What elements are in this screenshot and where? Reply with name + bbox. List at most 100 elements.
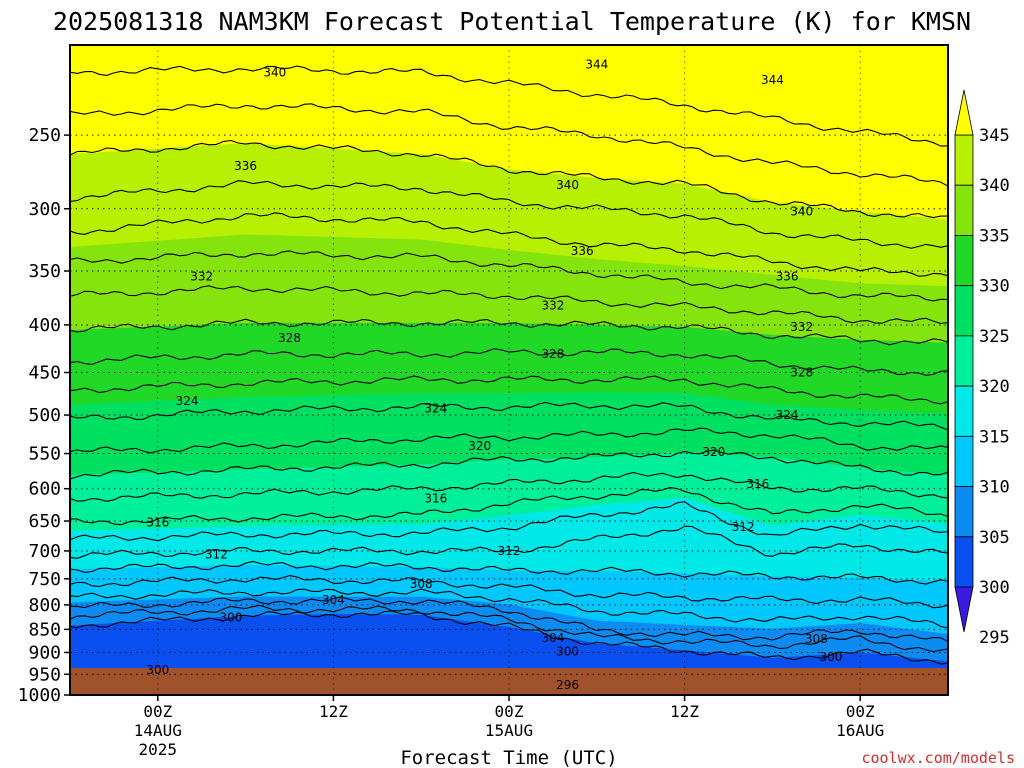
contour-label: 344 — [585, 58, 608, 72]
contour-label: 340 — [263, 65, 286, 79]
contour-label: 316 — [746, 477, 769, 491]
y-tick-label: 450 — [28, 363, 61, 384]
colorbar-bin — [954, 235, 974, 287]
y-tick-label: 750 — [28, 569, 61, 590]
contour-label: 328 — [278, 331, 301, 345]
x-axis-label: Forecast Time (UTC) — [400, 747, 617, 768]
contour-label: 312 — [498, 544, 521, 558]
contour-label: 316 — [146, 515, 169, 529]
y-tick-label: 250 — [28, 125, 61, 146]
colorbar-label: 295 — [979, 628, 1010, 648]
y-tick-label: 550 — [28, 444, 61, 465]
x-tick-sublabel: 16AUG — [836, 721, 884, 740]
y-tick-label: 900 — [28, 642, 61, 663]
x-tick-label: 12Z — [670, 702, 699, 721]
contour-label: 308 — [805, 632, 828, 646]
isentrope-332 — [70, 285, 948, 324]
colorbar-label: 345 — [979, 126, 1010, 146]
contour-label: 304 — [541, 631, 564, 645]
isentrope-334 — [70, 250, 948, 302]
y-tick-label: 950 — [28, 664, 61, 685]
y-tick-label: 1000 — [18, 685, 61, 706]
y-tick-label: 350 — [28, 261, 61, 282]
chart-title: 2025081318 NAM3KM Forecast Potential Tem… — [53, 7, 971, 36]
colorbar-bin — [954, 385, 974, 437]
isentrope-316 — [70, 487, 948, 526]
isentrope-308 — [70, 575, 948, 609]
contour-label: 308 — [410, 577, 433, 591]
colorbar-bin — [954, 184, 974, 236]
contour-label: 324 — [176, 394, 199, 408]
isentrope-330 — [70, 318, 948, 346]
colorbar-label: 325 — [979, 327, 1010, 347]
contour-label: 320 — [468, 439, 491, 453]
isentrope-344 — [70, 65, 948, 147]
contour-label: 336 — [776, 270, 799, 284]
contour-label: 300 — [819, 650, 842, 664]
contour-label: 312 — [205, 547, 228, 561]
isentrope-324 — [70, 401, 948, 431]
isentrope-322 — [70, 427, 948, 454]
colorbar-bin — [954, 335, 974, 387]
x-tick-label: 00Z — [846, 702, 875, 721]
x-tick-label: 12Z — [319, 702, 348, 721]
x-tick-sublabel: 14AUG — [134, 721, 182, 740]
y-tick-label: 650 — [28, 511, 61, 532]
isentrope-326 — [70, 375, 948, 405]
x-tick-sublabel: 2025 — [139, 740, 178, 759]
y-tick-label: 300 — [28, 199, 61, 220]
colorbar-label: 310 — [979, 478, 1010, 498]
contour-label: 324 — [776, 408, 799, 422]
contour-label: 332 — [790, 320, 813, 334]
colorbar-bottom-arrow — [954, 586, 974, 633]
isentrope-302 — [70, 604, 948, 653]
contour-labels: 340 344 344 336 340 340 336 336 332 332 332 328 328 3… — [146, 58, 842, 692]
pressure-axis: 2503003504004505005506006507007508008509… — [18, 125, 70, 706]
y-tick-label: 400 — [28, 315, 61, 336]
colorbar-label: 335 — [979, 226, 1010, 246]
contour-label: 324 — [424, 402, 447, 416]
contour-label: 320 — [702, 445, 725, 459]
isentrope-306 — [70, 588, 948, 629]
contour-label: 300 — [556, 645, 579, 659]
contour-label: 296 — [556, 678, 579, 692]
x-tick-label: 00Z — [495, 702, 524, 721]
colorbar-bin — [954, 435, 974, 487]
contour-label: 332 — [541, 298, 564, 312]
contour-label: 332 — [190, 270, 213, 284]
colorbar-bin — [954, 486, 974, 538]
credit-text: coolwx.com/models — [861, 749, 1015, 767]
x-tick-label: 00Z — [143, 702, 172, 721]
colorbar-label: 340 — [979, 176, 1010, 196]
contour-label: 336 — [234, 159, 257, 173]
y-tick-label: 800 — [28, 595, 61, 616]
contour-label: 328 — [790, 366, 813, 380]
grid — [70, 45, 948, 696]
contour-label: 336 — [571, 244, 594, 258]
y-tick-label: 600 — [28, 479, 61, 500]
colorbar-bin — [954, 134, 974, 186]
colorbar-bin — [954, 285, 974, 337]
contour-label: 344 — [761, 73, 784, 87]
colorbar-label: 315 — [979, 427, 1010, 447]
contour-label: 328 — [541, 347, 564, 361]
contour-label: 340 — [790, 204, 813, 218]
colorbar-label: 305 — [979, 528, 1010, 548]
colorbar: 345 340 335 330 325 320 315 310 305 300 295 — [954, 89, 1010, 648]
contour-label: 316 — [424, 492, 447, 506]
colorbar-label: 320 — [979, 377, 1010, 397]
x-tick-sublabel: 15AUG — [485, 721, 533, 740]
colorbar-bin — [954, 536, 974, 588]
contour-label: 340 — [556, 178, 579, 192]
isentrope-328 — [70, 348, 948, 376]
colorbar-label: 300 — [979, 578, 1010, 598]
colorbar-top-arrow — [954, 89, 974, 136]
colorbar-label: 330 — [979, 277, 1010, 297]
contour-label: 300 — [220, 610, 243, 624]
y-tick-label: 700 — [28, 541, 61, 562]
contour-label: 304 — [322, 593, 345, 607]
contour-label: 300 — [146, 663, 169, 677]
isentrope-310 — [70, 560, 948, 585]
